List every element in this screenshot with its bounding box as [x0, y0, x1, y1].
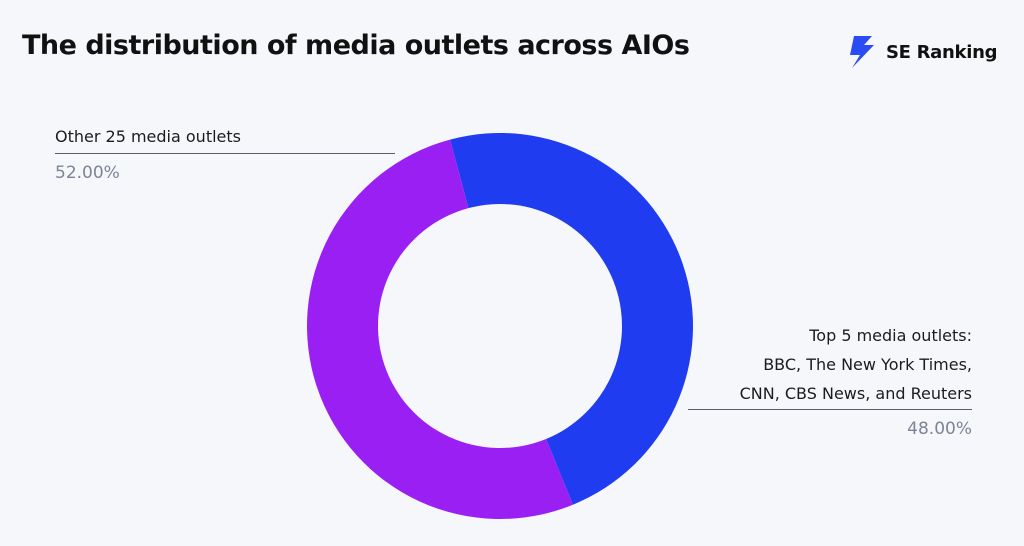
- slice-label-top5-line2: BBC, The New York Times,: [763, 355, 972, 374]
- donut-slice-other: [307, 139, 573, 519]
- brand-logo: SE Ranking: [848, 36, 998, 68]
- slice-value-other: 52.00%: [55, 163, 120, 183]
- slice-label-top5-line3: CNN, CBS News, and Reuters: [739, 384, 972, 403]
- donut-slice-top5: [450, 132, 694, 505]
- brand-name: SE Ranking: [886, 41, 998, 63]
- slice-label-other: Other 25 media outlets: [55, 127, 241, 146]
- slice-label-top5-line1: Top 5 media outlets:: [809, 326, 972, 345]
- chart-title: The distribution of media outlets across…: [22, 30, 690, 61]
- lightning-bolt-icon: [850, 36, 874, 68]
- leader-line-other: [55, 153, 395, 154]
- leader-line-top5: [688, 409, 972, 410]
- slice-value-top5: 48.00%: [907, 419, 972, 439]
